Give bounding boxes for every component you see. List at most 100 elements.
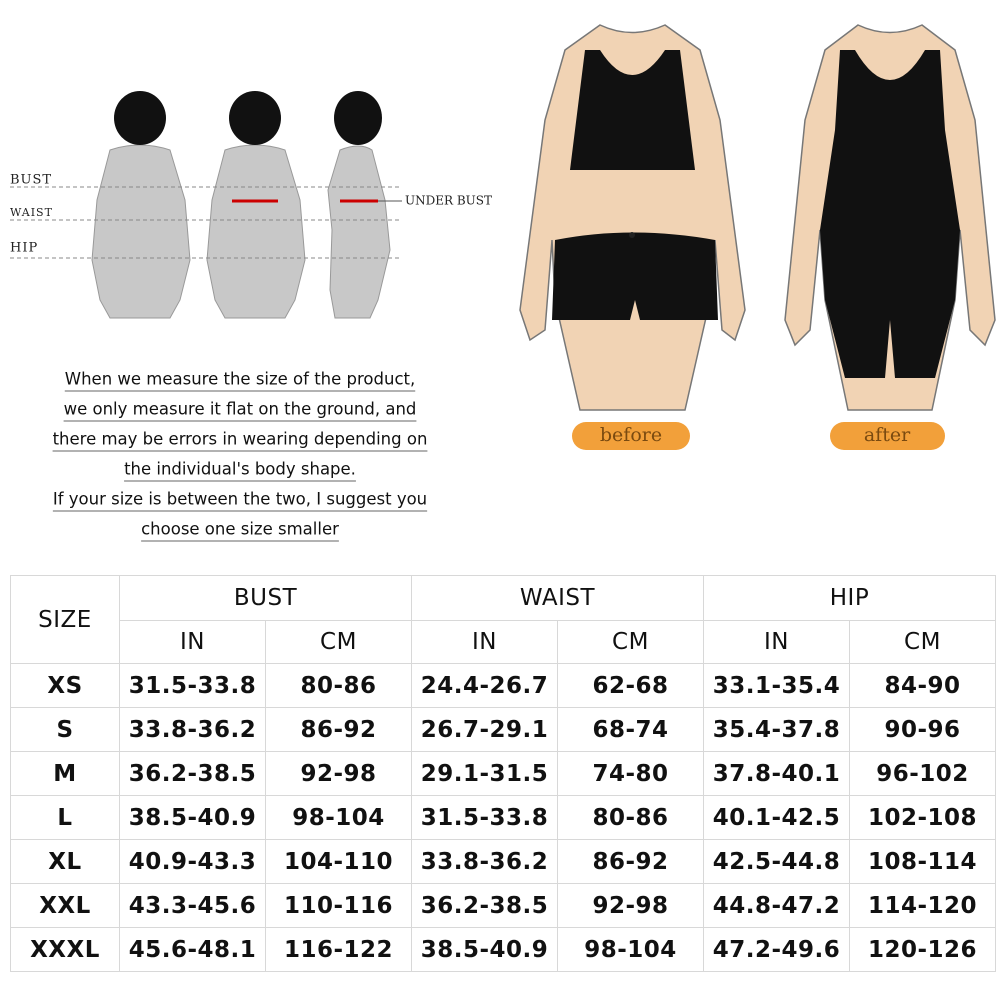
table-cell: 86-92 bbox=[265, 707, 412, 752]
pill bbox=[572, 422, 690, 450]
table-cell: 96-102 bbox=[849, 751, 996, 796]
table-cell: 31.5-33.8 bbox=[411, 795, 558, 840]
heads bbox=[114, 91, 382, 145]
table-cell: 40.1-42.5 bbox=[703, 795, 850, 840]
label: WAIST bbox=[10, 206, 53, 219]
label: UNDER BUST bbox=[405, 194, 492, 208]
table-row: L 38.5-40.9 98-104 31.5-33.8 80-86 40.1-42.5 1… bbox=[10, 795, 996, 840]
table-cell: 68-74 bbox=[557, 707, 704, 752]
head bbox=[114, 91, 166, 145]
after-label: after bbox=[864, 424, 911, 446]
table-cell: 43.3-45.6 bbox=[119, 883, 266, 928]
table-cell: 98-104 bbox=[557, 927, 704, 972]
table-cell: 120-126 bbox=[849, 927, 996, 972]
table-row: XS 31.5-33.8 80-86 24.4-26.7 62-68 33.1-35.4 8… bbox=[10, 663, 996, 708]
garments bbox=[552, 50, 960, 378]
note-line: choose one size smaller bbox=[141, 520, 339, 539]
table-cell: CM bbox=[265, 620, 412, 664]
table-cell: L bbox=[10, 795, 120, 840]
table-cell: 62-68 bbox=[557, 663, 704, 708]
navel bbox=[629, 232, 635, 238]
table-cell: IN bbox=[411, 620, 558, 664]
table-cell: XXL bbox=[10, 883, 120, 928]
pill bbox=[830, 422, 945, 450]
table-cell: 36.2-38.5 bbox=[119, 751, 266, 796]
table-row: M 36.2-38.5 92-98 29.1-31.5 74-80 37.8-40.1 96… bbox=[10, 751, 996, 796]
table-cell: 102-108 bbox=[849, 795, 996, 840]
table-cell: 84-90 bbox=[849, 663, 996, 708]
table-cell: 45.6-48.1 bbox=[119, 927, 266, 972]
measure-lines bbox=[10, 186, 400, 259]
table-cell: 26.7-29.1 bbox=[411, 707, 558, 752]
table-row: XXL 43.3-45.6 110-116 36.2-38.5 92-98 44.8-47… bbox=[10, 883, 996, 928]
table-cell: 33.8-36.2 bbox=[119, 707, 266, 752]
table-cell: SIZE bbox=[10, 575, 120, 664]
figure-front bbox=[206, 144, 306, 319]
table-cell: 110-116 bbox=[265, 883, 412, 928]
table-cell: 44.8-47.2 bbox=[703, 883, 850, 928]
table-cell: 90-96 bbox=[849, 707, 996, 752]
table-cell: WAIST bbox=[411, 575, 704, 621]
table-cell: 92-98 bbox=[557, 883, 704, 928]
note-line: When we measure the size of the product, bbox=[65, 370, 415, 389]
table-cell: 80-86 bbox=[265, 663, 412, 708]
table-cell: 38.5-40.9 bbox=[119, 795, 266, 840]
illustration: BUST WAIST HIP UNDER BUST When we measur… bbox=[10, 24, 996, 542]
table-cell: XS bbox=[10, 663, 120, 708]
size-table: SIZE BUST WAIST HIP IN CM IN CM IN CM XS 31.5-33.8 8… bbox=[10, 575, 996, 972]
table-cell: 86-92 bbox=[557, 839, 704, 884]
figure-side bbox=[327, 145, 391, 319]
table-cell: BUST bbox=[119, 575, 412, 621]
table-cell: 116-122 bbox=[265, 927, 412, 972]
table-cell: XXXL bbox=[10, 927, 120, 972]
table-cell: 80-86 bbox=[557, 795, 704, 840]
table-cell: CM bbox=[849, 620, 996, 664]
table-cell: 36.2-38.5 bbox=[411, 883, 558, 928]
table-cell: 108-114 bbox=[849, 839, 996, 884]
table-cell: 29.1-31.5 bbox=[411, 751, 558, 796]
table-cell: HIP bbox=[703, 575, 996, 621]
head bbox=[229, 91, 281, 145]
label: BUST bbox=[10, 173, 52, 188]
figures bbox=[91, 144, 391, 319]
top bbox=[570, 50, 695, 170]
table-row: S 33.8-36.2 86-92 26.7-29.1 68-74 35.4-37.8 90… bbox=[10, 707, 996, 752]
table-cell: IN bbox=[119, 620, 266, 664]
table-cell: 40.9-43.3 bbox=[119, 839, 266, 884]
table-cell: 98-104 bbox=[265, 795, 412, 840]
note-line: If your size is between the two, I sugge… bbox=[53, 490, 427, 509]
table-row: XXXL 45.6-48.1 116-122 38.5-40.9 98-104 47.2-… bbox=[10, 927, 996, 972]
table-cell: IN bbox=[703, 620, 850, 664]
table-cell: 37.8-40.1 bbox=[703, 751, 850, 796]
head bbox=[334, 91, 382, 145]
figure-back bbox=[91, 144, 191, 319]
before-label: before bbox=[600, 424, 662, 446]
table-cell: 33.1-35.4 bbox=[703, 663, 850, 708]
table-cell: M bbox=[10, 751, 120, 796]
table-cell: 33.8-36.2 bbox=[411, 839, 558, 884]
note-line: there may be errors in wearing depending… bbox=[53, 430, 428, 449]
table-row: XL 40.9-43.3 104-110 33.8-36.2 86-92 42.5-44.… bbox=[10, 839, 996, 884]
table-cell: 74-80 bbox=[557, 751, 704, 796]
table-cell: S bbox=[10, 707, 120, 752]
note: When we measure the size of the product,… bbox=[52, 370, 428, 542]
shorts bbox=[552, 232, 718, 320]
table-cell: 47.2-49.6 bbox=[703, 927, 850, 972]
note-line: the individual's body shape. bbox=[124, 460, 356, 479]
table-row: SIZE BUST WAIST HIP bbox=[10, 575, 996, 664]
table-cell: 38.5-40.9 bbox=[411, 927, 558, 972]
table-cell: 92-98 bbox=[265, 751, 412, 796]
table-cell: 114-120 bbox=[849, 883, 996, 928]
table-cell: 31.5-33.8 bbox=[119, 663, 266, 708]
table-cell: 35.4-37.8 bbox=[703, 707, 850, 752]
table-cell: 24.4-26.7 bbox=[411, 663, 558, 708]
note-line: we only measure it flat on the ground, a… bbox=[64, 400, 417, 419]
table-cell: 104-110 bbox=[265, 839, 412, 884]
table-cell: 42.5-44.8 bbox=[703, 839, 850, 884]
bodysuit bbox=[820, 50, 960, 378]
table-row: IN CM IN CM IN CM bbox=[11, 620, 996, 664]
table-cell: XL bbox=[10, 839, 120, 884]
